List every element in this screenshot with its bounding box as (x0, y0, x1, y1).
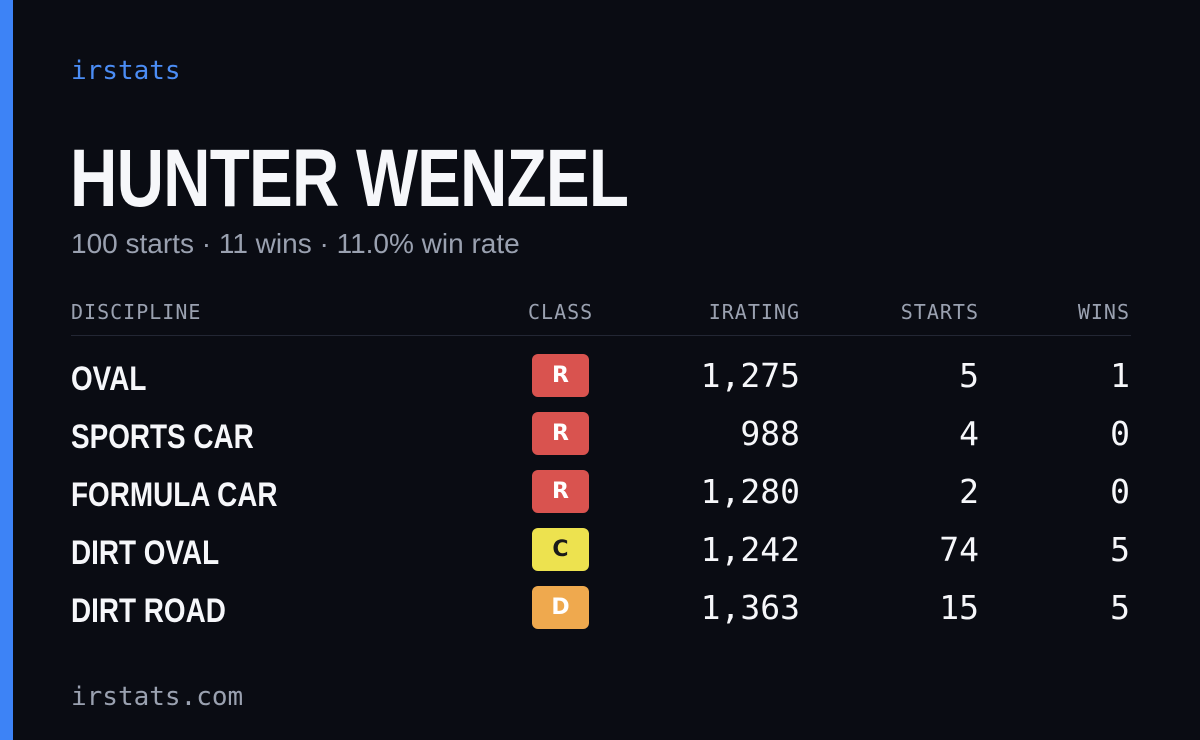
footer-url: irstats.com (71, 682, 244, 712)
header-class: CLASS (528, 300, 594, 324)
irating-value: 1,242 (700, 530, 800, 569)
table-row: OVAL R 1,275 5 1 (71, 354, 1131, 412)
driver-name: HUNTER WENZEL (70, 133, 629, 224)
wins-value: 0 (1110, 472, 1130, 511)
wins-value: 5 (1110, 530, 1130, 569)
table-row: DIRT OVAL C 1,242 74 5 (71, 528, 1131, 586)
starts-value: 2 (959, 472, 979, 511)
table-row: FORMULA CAR R 1,280 2 0 (71, 470, 1131, 528)
class-badge: C (532, 528, 589, 571)
starts-value: 5 (959, 356, 979, 395)
class-badge: R (532, 412, 589, 455)
class-badge: R (532, 470, 589, 513)
irating-value: 1,280 (700, 472, 800, 511)
irating-value: 1,275 (700, 356, 800, 395)
wins-value: 1 (1110, 356, 1130, 395)
header-irating: IRATING (708, 300, 800, 324)
discipline-name: OVAL (71, 360, 147, 398)
header-wins: WINS (1077, 300, 1130, 324)
discipline-name: FORMULA CAR (71, 476, 278, 514)
wins-value: 5 (1110, 588, 1130, 627)
brand-logo-text: irstats (71, 56, 181, 86)
accent-bar (0, 0, 13, 740)
starts-value: 74 (939, 530, 979, 569)
table-header: DISCIPLINE CLASS IRATING STARTS WINS (71, 300, 1131, 336)
discipline-name: SPORTS CAR (71, 418, 254, 456)
starts-value: 4 (959, 414, 979, 453)
class-badge: D (532, 586, 589, 629)
discipline-name: DIRT ROAD (71, 592, 226, 630)
table-row: DIRT ROAD D 1,363 15 5 (71, 586, 1131, 644)
header-starts: STARTS (900, 300, 979, 324)
table-row: SPORTS CAR R 988 4 0 (71, 412, 1131, 470)
class-badge: R (532, 354, 589, 397)
wins-value: 0 (1110, 414, 1130, 453)
header-discipline: DISCIPLINE (71, 300, 202, 324)
irating-value: 1,363 (700, 588, 800, 627)
driver-summary: 100 starts · 11 wins · 11.0% win rate (71, 228, 520, 259)
discipline-name: DIRT OVAL (71, 534, 220, 572)
starts-value: 15 (939, 588, 979, 627)
irating-value: 988 (740, 414, 800, 453)
